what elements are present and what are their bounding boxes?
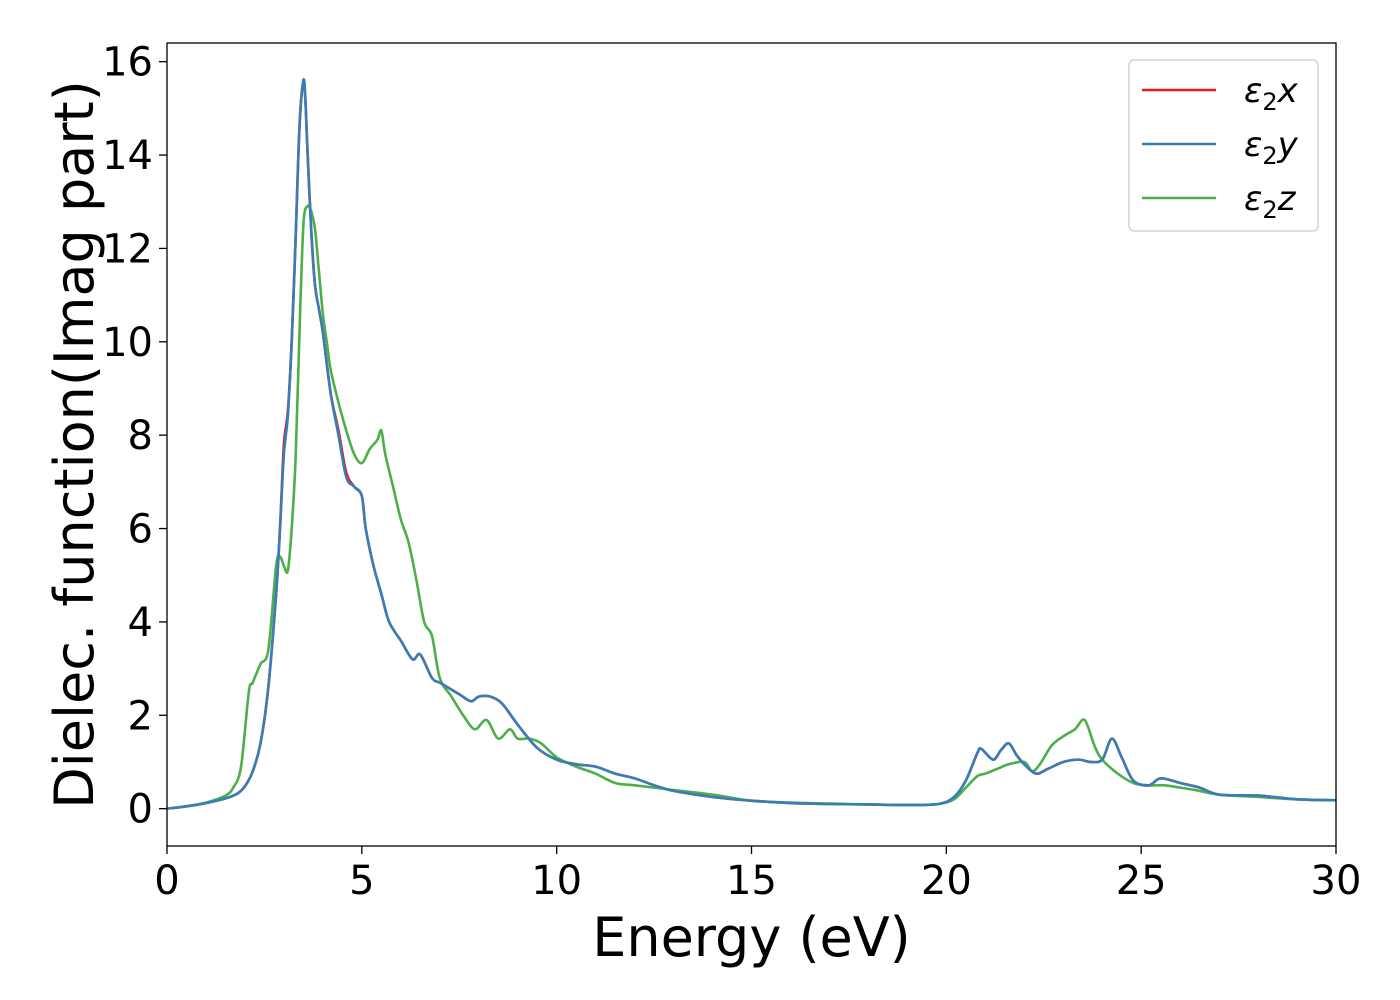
- legend-label: ε2y: [1244, 125, 1299, 170]
- series-line-z: [167, 204, 1336, 810]
- y-tick-label: 12: [102, 226, 153, 272]
- x-axis-ticks: 0 5 10 15 20 25 30: [154, 846, 1361, 904]
- y-tick-label: 16: [102, 40, 153, 86]
- x-tick-label: 10: [531, 858, 582, 904]
- legend-label: ε2x: [1244, 71, 1299, 116]
- series-line-y: [167, 78, 1336, 810]
- x-tick-label: 15: [726, 858, 777, 904]
- y-tick-label: 6: [128, 507, 153, 553]
- y-axis-ticks: 0 2 4 6 8 10 12 14 16: [102, 40, 167, 833]
- x-tick-label: 20: [921, 858, 972, 904]
- legend-entry-x: ε2x: [1142, 71, 1299, 116]
- series-layer: [167, 78, 1336, 810]
- y-tick-label: 0: [128, 787, 153, 833]
- x-tick-label: 5: [349, 858, 374, 904]
- y-tick-label: 2: [128, 693, 153, 739]
- legend-label: ε2z: [1244, 179, 1297, 224]
- x-axis-title: Energy (eV): [592, 906, 911, 969]
- x-tick-label: 30: [1311, 858, 1362, 904]
- legend-entry-y: ε2y: [1142, 125, 1299, 170]
- legend: ε2x ε2y ε2z: [1128, 59, 1319, 232]
- y-tick-label: 10: [102, 320, 153, 366]
- legend-box: [1128, 59, 1319, 232]
- y-tick-label: 8: [128, 413, 153, 459]
- y-tick-label: 14: [102, 133, 153, 179]
- y-axis-title: Dielec. function(Imag part): [43, 80, 106, 809]
- y-tick-label: 4: [128, 600, 153, 646]
- legend-entry-z: ε2z: [1142, 179, 1297, 224]
- x-tick-label: 0: [154, 858, 179, 904]
- x-tick-label: 25: [1116, 858, 1167, 904]
